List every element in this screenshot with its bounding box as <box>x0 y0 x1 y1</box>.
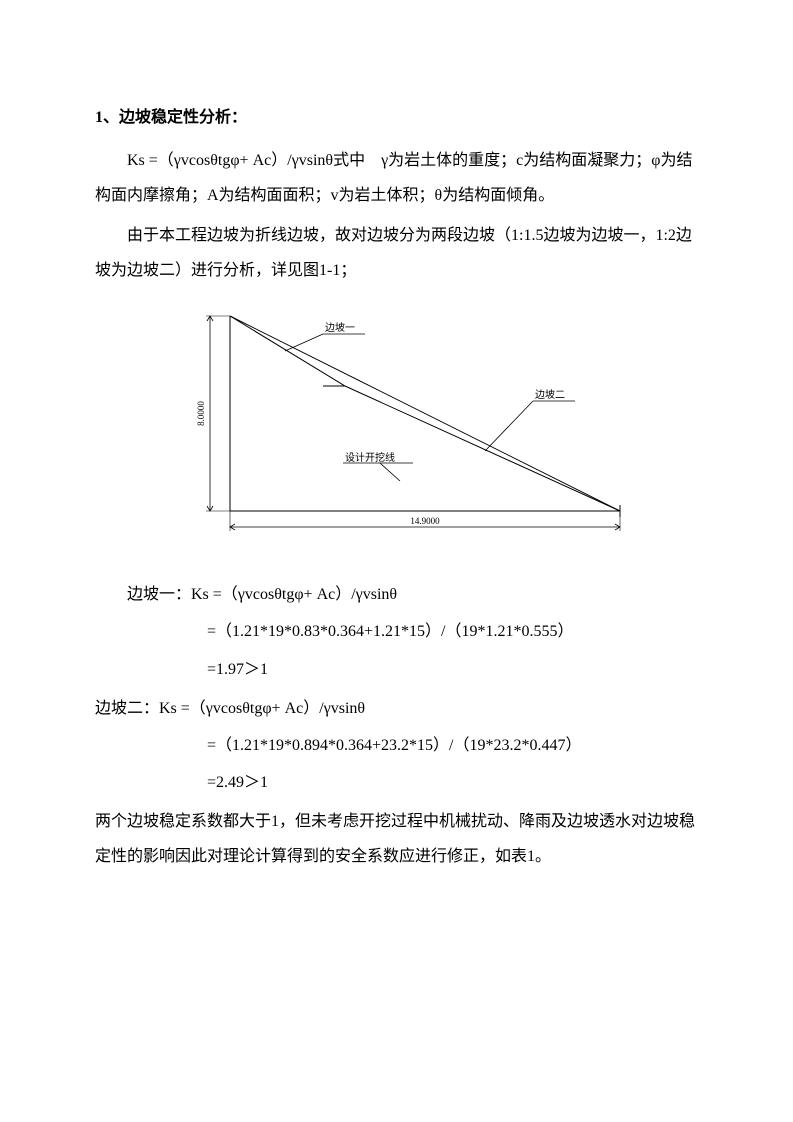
conclusion-paragraph: 两个边坡稳定系数都大于1，但未考虑开挖过程中机械扰动、降雨及边坡透水对边坡稳定性… <box>95 804 698 874</box>
svg-text:边坡一: 边坡一 <box>325 321 355 334</box>
calc2-label: 边坡二：Ks =（γvcosθtgφ+ Ac）/γvsinθ <box>95 691 698 726</box>
svg-text:14.9000: 14.9000 <box>410 516 440 526</box>
calc2-line3: =2.49＞1 <box>95 765 698 800</box>
calc1-line3: =1.97＞1 <box>95 652 698 687</box>
svg-text:设计开挖线: 设计开挖线 <box>345 451 395 464</box>
formula-explain-paragraph: Ks =（γvcosθtgφ+ Ac）/γvsinθ式中 γ为岩土体的重度；c为… <box>95 143 698 213</box>
slope-diagram: 8.0000 14.9000 边坡一边坡二设计开挖线 <box>175 306 698 559</box>
section-heading: 1、边坡稳定性分析： <box>95 100 698 135</box>
intro-paragraph: 由于本工程边坡为折线边坡，故对边坡分为两段边坡（1:1.5边坡为边坡一，1:2边… <box>95 218 698 288</box>
calc1-line2: =（1.21*19*0.83*0.364+1.21*15）/（19*1.21*0… <box>95 614 698 649</box>
calc2-line2: =（1.21*19*0.894*0.364+23.2*15）/（19*23.2*… <box>95 728 698 763</box>
calc1-label: 边坡一：Ks =（γvcosθtgφ+ Ac）/γvsinθ <box>95 577 698 612</box>
svg-text:8.0000: 8.0000 <box>196 401 206 426</box>
svg-text:边坡二: 边坡二 <box>535 388 565 401</box>
